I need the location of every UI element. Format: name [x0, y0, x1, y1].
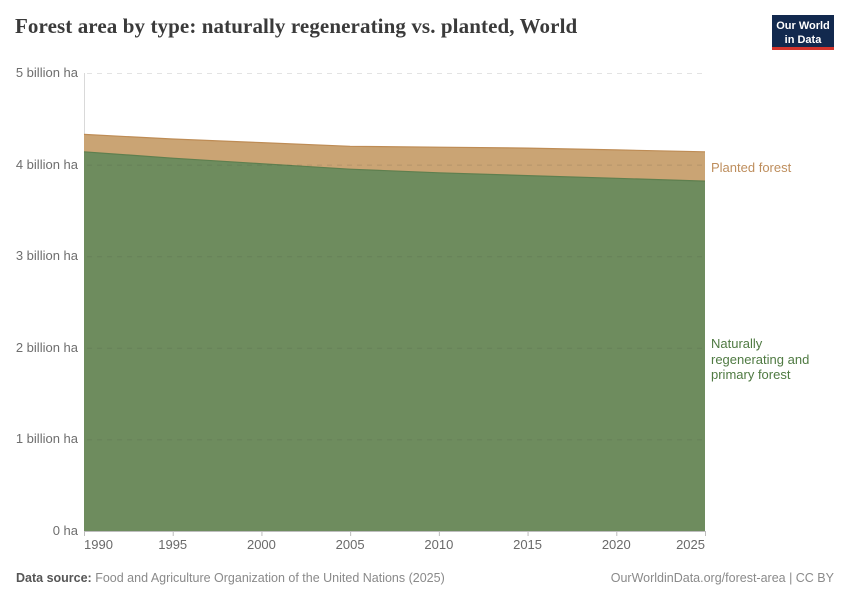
stacked-area-plot: [83, 73, 706, 536]
x-tick-label: 2015: [513, 537, 543, 552]
owid-logo[interactable]: Our World in Data: [772, 15, 834, 50]
owid-logo-line1: Our World: [776, 20, 830, 32]
area-naturally-regenerating: [84, 151, 705, 532]
x-tick-label: 2025: [676, 537, 705, 552]
x-tick-label: 2000: [246, 537, 276, 552]
y-tick-label: 0 ha: [52, 523, 78, 538]
owid-logo-line2: in Data: [784, 34, 822, 47]
x-tick-label: 2020: [601, 537, 631, 552]
line-planted: [83, 133, 706, 153]
page-title: Forest area by type: naturally regenerat…: [15, 14, 578, 38]
series-label-naturally-regenerating: Naturally regenerating and primary fores…: [711, 336, 810, 383]
y-tick-label: 1 billion ha: [15, 431, 78, 447]
data-source-note: Data source: Food and Agriculture Organi…: [16, 571, 445, 585]
y-tick-label: 2 billion ha: [15, 339, 78, 355]
y-tick-label: 5 billion ha: [15, 65, 78, 80]
data-source-text: Food and Agriculture Organization of the…: [95, 571, 445, 585]
credit-link[interactable]: OurWorldinData.org/forest-area | CC BY: [610, 571, 834, 585]
data-source-prefix: Data source:: [16, 571, 92, 585]
y-tick-label: 4 billion ha: [15, 156, 78, 172]
area-planted: [84, 134, 705, 182]
x-tick-label: 1995: [158, 537, 188, 552]
line-naturally-regenerating: [83, 151, 706, 182]
x-tick-label: 2010: [424, 537, 454, 552]
y-tick-label: 3 billion ha: [15, 248, 78, 264]
x-tick-label: 2005: [335, 537, 365, 552]
x-tick-label: 1990: [84, 537, 113, 552]
series-label-planted-forest: Planted forest: [711, 160, 792, 175]
